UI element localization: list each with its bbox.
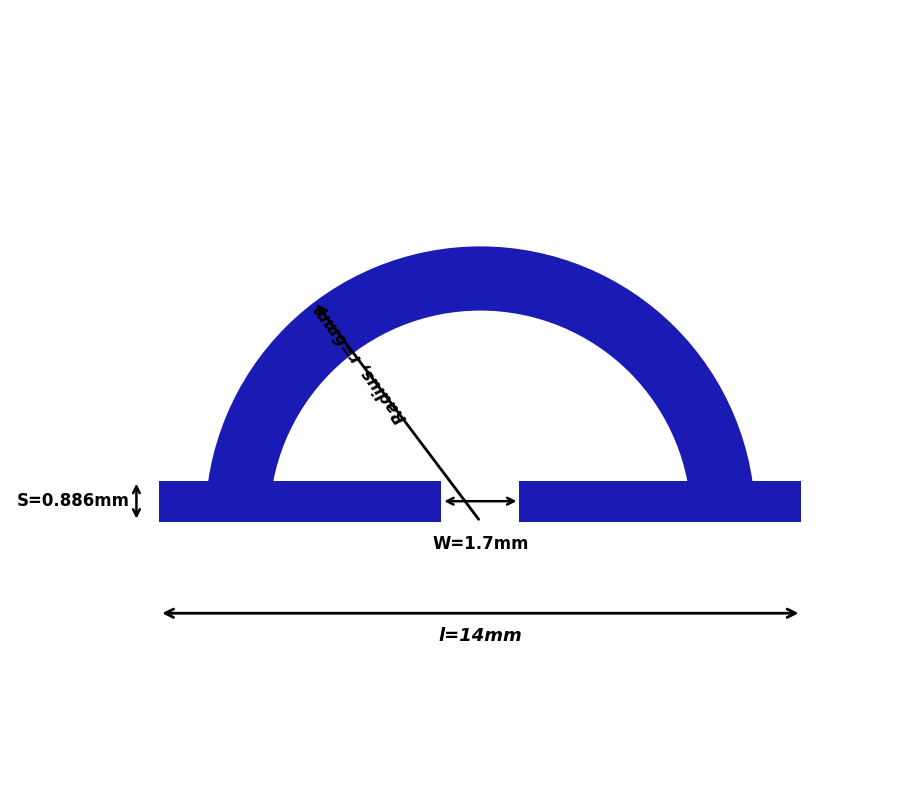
Text: Radius, r=6mm: Radius, r=6mm <box>310 300 410 426</box>
Text: W=1.7mm: W=1.7mm <box>432 535 528 554</box>
Bar <box>159 481 441 522</box>
Text: S=0.886mm: S=0.886mm <box>16 492 130 510</box>
Bar <box>519 481 801 522</box>
Text: l=14mm: l=14mm <box>438 627 522 645</box>
Wedge shape <box>205 246 755 522</box>
